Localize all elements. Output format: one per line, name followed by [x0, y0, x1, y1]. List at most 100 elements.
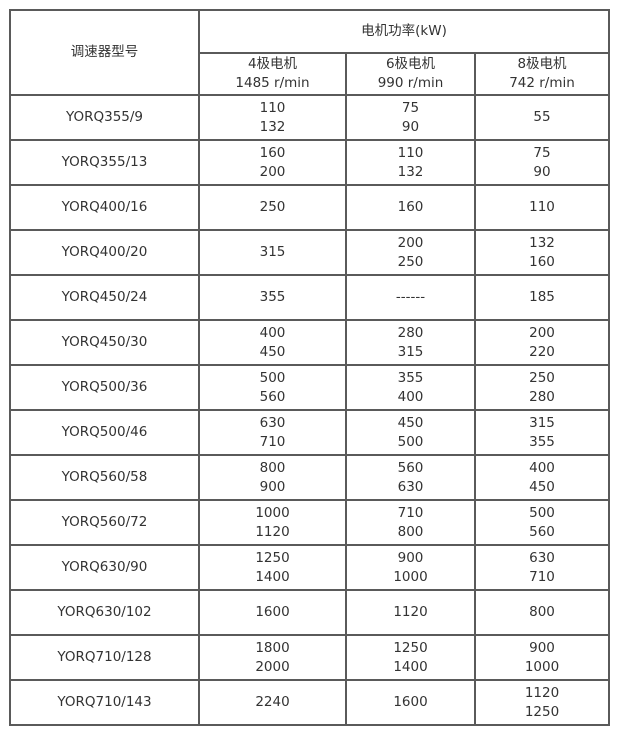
model-header: 调速器型号 — [9, 9, 200, 96]
power-cell-p6: 280 315 — [345, 319, 476, 366]
poles-label: 6极电机 — [385, 56, 436, 72]
power-value: 250 — [259, 199, 286, 215]
power-value: 200 — [529, 324, 555, 341]
power-cell-p8: 185 — [474, 274, 610, 321]
power-value: 1120 — [393, 604, 428, 620]
power-cell-p4: 250 — [198, 184, 347, 231]
power-value: 1600 — [393, 694, 428, 710]
speed-label: 1485 r/min — [235, 75, 310, 91]
table-row: YORQ710/143 2240 1600 1120 1250 — [9, 679, 610, 726]
table-row: YORQ500/36 500 560 355 400 250 280 — [9, 364, 610, 411]
table-row: YORQ400/16 250 160 110 — [9, 184, 610, 231]
power-value: 1800 — [255, 639, 290, 656]
power-cell-p6: 200 250 — [345, 229, 476, 276]
power-value: 90 — [533, 163, 551, 180]
power-cell-p6: ------ — [345, 274, 476, 321]
model-cell: YORQ355/13 — [9, 139, 200, 186]
power-value: 355 — [397, 369, 424, 386]
table-row: YORQ450/24 355 ------ 185 — [9, 274, 610, 321]
motor-power-table: 调速器型号 电机功率(kW) 4极电机 1485 r/min 6极电机 990 r/… — [9, 9, 610, 726]
power-cell-p6: 450 500 — [345, 409, 476, 456]
column-header-8-pole: 8极电机 742 r/min — [474, 52, 610, 96]
power-cell-p6: 75 90 — [345, 94, 476, 141]
power-cell-p8: 800 — [474, 589, 610, 636]
table-row: YORQ630/102 1600 1120 800 — [9, 589, 610, 636]
power-value: 110 — [397, 144, 424, 161]
power-value: 560 — [259, 388, 286, 405]
power-value: 250 — [529, 369, 555, 386]
power-value: 450 — [259, 343, 286, 360]
power-cell-p6: 560 630 — [345, 454, 476, 501]
power-value: 1400 — [255, 568, 290, 585]
power-cell-p8: 400 450 — [474, 454, 610, 501]
power-value: 355 — [259, 289, 286, 305]
power-cell-p8: 315 355 — [474, 409, 610, 456]
power-cell-p8: 55 — [474, 94, 610, 141]
power-value: 315 — [529, 414, 555, 431]
power-value: 355 — [529, 433, 555, 450]
power-value: ------ — [395, 289, 426, 305]
power-value: 280 — [397, 324, 424, 341]
power-value: 560 — [529, 523, 555, 540]
power-cell-p8: 250 280 — [474, 364, 610, 411]
power-value: 1250 — [393, 639, 428, 656]
power-cell-p6: 1600 — [345, 679, 476, 726]
power-value: 560 — [397, 459, 424, 476]
power-value: 315 — [259, 244, 286, 260]
power-value: 1400 — [393, 658, 428, 675]
model-cell: YORQ355/9 — [9, 94, 200, 141]
power-value: 450 — [397, 414, 424, 431]
power-value: 400 — [259, 324, 286, 341]
power-value: 630 — [259, 414, 286, 431]
poles-label: 8极电机 — [517, 56, 567, 72]
column-header-4-pole: 4极电机 1485 r/min — [198, 52, 347, 96]
power-cell-p4: 400 450 — [198, 319, 347, 366]
power-value: 500 — [529, 504, 555, 521]
model-cell: YORQ450/24 — [9, 274, 200, 321]
power-value: 1120 — [524, 684, 560, 701]
power-value: 630 — [529, 549, 555, 566]
power-value: 200 — [259, 163, 286, 180]
speed-label: 990 r/min — [377, 75, 444, 91]
model-cell: YORQ450/30 — [9, 319, 200, 366]
power-value: 110 — [529, 199, 555, 215]
speed-label: 742 r/min — [509, 75, 575, 91]
power-value: 75 — [401, 99, 420, 116]
power-cell-p4: 1600 — [198, 589, 347, 636]
power-value: 160 — [259, 144, 286, 161]
power-cell-p4: 1000 1120 — [198, 499, 347, 546]
power-cell-p4: 315 — [198, 229, 347, 276]
power-value: 500 — [259, 369, 286, 386]
power-value: 160 — [529, 253, 555, 270]
power-cell-p4: 355 — [198, 274, 347, 321]
power-value: 450 — [529, 478, 555, 495]
power-cell-p4: 2240 — [198, 679, 347, 726]
table-row: YORQ560/72 1000 1120 710 800 500 560 — [9, 499, 610, 546]
power-value: 1120 — [255, 523, 290, 540]
model-cell: YORQ630/90 — [9, 544, 200, 591]
power-value: 630 — [397, 478, 424, 495]
power-cell-p6: 1120 — [345, 589, 476, 636]
power-cell-p4: 160 200 — [198, 139, 347, 186]
power-value: 1000 — [393, 568, 428, 585]
model-cell: YORQ710/128 — [9, 634, 200, 681]
power-value: 1000 — [524, 658, 560, 675]
power-value: 185 — [529, 289, 555, 305]
table-row: YORQ450/30 400 450 280 315 200 220 — [9, 319, 610, 366]
power-value: 55 — [533, 109, 551, 125]
power-value: 2240 — [255, 694, 290, 710]
power-cell-p6: 160 — [345, 184, 476, 231]
power-value: 75 — [533, 144, 551, 161]
power-value: 1000 — [255, 504, 290, 521]
power-cell-p8: 500 560 — [474, 499, 610, 546]
table-row: YORQ355/9 110 132 75 90 55 — [9, 94, 610, 141]
power-value: 280 — [529, 388, 555, 405]
model-cell: YORQ500/36 — [9, 364, 200, 411]
model-cell: YORQ710/143 — [9, 679, 200, 726]
power-value: 132 — [259, 118, 286, 135]
power-value: 1250 — [524, 703, 560, 720]
power-value: 900 — [529, 639, 555, 656]
column-header-6-pole: 6极电机 990 r/min — [345, 52, 476, 96]
table-row: YORQ710/128 1800 2000 1250 1400 900 1000 — [9, 634, 610, 681]
table-row: YORQ630/90 1250 1400 900 1000 630 710 — [9, 544, 610, 591]
